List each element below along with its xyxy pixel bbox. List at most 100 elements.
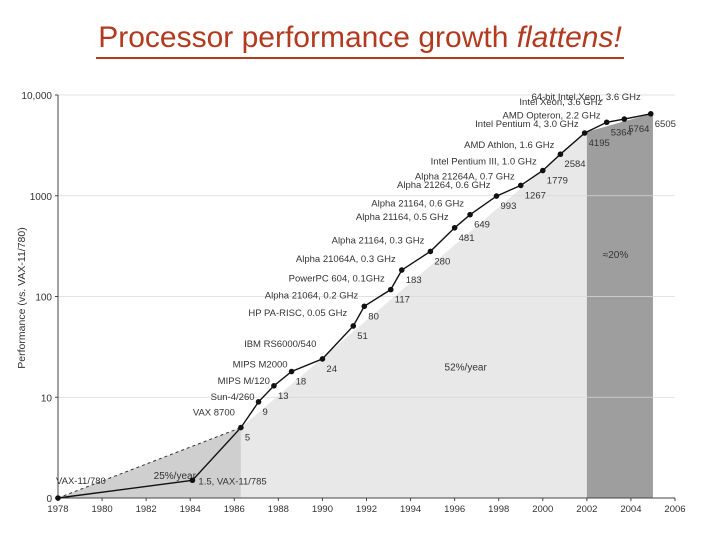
data-point-7 xyxy=(350,323,357,329)
point-value-17: 2584 xyxy=(564,159,585,170)
data-point-8 xyxy=(361,303,368,310)
growth-region-2 xyxy=(240,131,587,499)
data-point-11 xyxy=(427,248,434,255)
point-value-11: 280 xyxy=(434,256,450,267)
point-value-9: 117 xyxy=(395,295,410,306)
point-name-5: MIPS M2000 xyxy=(233,360,288,371)
point-value-12: 481 xyxy=(459,233,475,244)
tick-labels: 0 10 100 1000 10,000 1978 1980 1982 1984 1986 1988… xyxy=(21,91,685,515)
x-tick-label-10: 1998 xyxy=(488,504,509,515)
point-name-11: Alpha 21164, 0.3 GHz xyxy=(332,235,425,246)
data-point-12 xyxy=(451,224,458,231)
series-line xyxy=(57,113,651,499)
point-labels: VAX-11/780 1.5, VAX-11/785 VAX 8700 5 Sun-4/… xyxy=(56,92,676,487)
data-point-19 xyxy=(603,119,610,126)
data-point-15 xyxy=(517,182,524,189)
point-value-8: 80 xyxy=(368,311,379,322)
point-name-18: Intel Pentium 4, 3.0 GHz xyxy=(475,119,579,130)
region-label-1: 25%/year xyxy=(154,471,197,482)
point-value-20: 5764 xyxy=(628,124,649,135)
data-point-13 xyxy=(467,211,473,218)
region-label-3: ≈20% xyxy=(603,250,629,261)
data-point-10 xyxy=(398,267,405,273)
point-value-7: 51 xyxy=(357,331,368,342)
x-tick-label-9: 1996 xyxy=(444,504,465,515)
y-axis-label: Performance (vs. VAX-11/780) xyxy=(16,227,28,368)
y-tick-label-3: 1000 xyxy=(30,192,53,203)
point-name-12: Alpha 21164, 0.5 GHz xyxy=(356,212,449,223)
data-point-14 xyxy=(493,193,500,199)
data-point-2 xyxy=(238,424,244,431)
point-value-2: 5 xyxy=(245,433,250,444)
point-value-6: 24 xyxy=(326,364,337,375)
growth-region-3 xyxy=(586,113,653,499)
x-tick-label-6: 1990 xyxy=(312,504,333,515)
point-name-17: AMD Athlon, 1.6 GHz xyxy=(464,140,555,151)
point-value-14: 993 xyxy=(501,201,517,212)
data-point-6 xyxy=(319,356,326,362)
point-name-0: VAX-11/780 xyxy=(56,476,106,487)
point-name-6: IBM RS6000/540 xyxy=(244,339,316,350)
trend-line-25 xyxy=(57,427,242,499)
data-point-18 xyxy=(581,130,588,136)
data-point-9 xyxy=(387,286,394,293)
data-point-17 xyxy=(557,151,564,158)
slide-title-main: Processor performance growth xyxy=(98,21,517,54)
point-name-19: AMD Opteron, 2.2 GHz xyxy=(502,110,600,121)
data-point-16 xyxy=(539,167,546,174)
data-point-0 xyxy=(55,495,61,501)
data-point-5 xyxy=(288,368,295,375)
data-point-21 xyxy=(647,111,654,117)
point-name-8: Alpha 21064, 0.2 GHz xyxy=(265,290,359,301)
x-tick-label-2: 1982 xyxy=(136,504,157,515)
point-name-21: 64-bit Intel Xeon, 3.6 GHz xyxy=(531,92,641,103)
x-tick-label-1: 1980 xyxy=(92,504,113,515)
point-value-13: 649 xyxy=(474,220,490,231)
region-label-2: 52%/year xyxy=(445,362,488,373)
x-tick-label-13: 2004 xyxy=(620,504,641,515)
slide-title-emphasis: flattens! xyxy=(516,21,622,54)
data-point-20 xyxy=(621,116,628,122)
point-name-14: Alpha 21264, 0.6 GHz xyxy=(397,180,491,191)
series xyxy=(55,111,654,501)
point-name-1: 1.5, VAX-11/785 xyxy=(198,476,266,487)
point-value-15: 1267 xyxy=(525,190,546,201)
x-tick-label-14: 2006 xyxy=(664,504,685,515)
point-value-19: 5364 xyxy=(611,127,632,138)
data-point-3 xyxy=(255,399,262,405)
point-value-16: 1779 xyxy=(547,176,568,187)
point-name-3: Sun-4/260 xyxy=(211,392,255,403)
point-value-10: 183 xyxy=(406,275,422,286)
point-name-16: Intel Pentium III, 1.0 GHz xyxy=(431,157,537,168)
x-tick-label-3: 1984 xyxy=(180,504,201,515)
y-tick-label-1: 10 xyxy=(41,393,53,404)
point-name-13: Alpha 21164, 0.6 GHz xyxy=(371,199,464,210)
point-name-2: VAX 8700 xyxy=(193,408,235,419)
point-value-3: 9 xyxy=(263,407,268,418)
data-point-4 xyxy=(271,382,277,389)
point-value-5: 18 xyxy=(296,377,307,388)
slide-title: Processor performance growth flattens! xyxy=(0,20,720,59)
point-value-4: 13 xyxy=(278,391,289,402)
x-tick-label-8: 1994 xyxy=(400,504,421,515)
x-tick-label-12: 2002 xyxy=(576,504,597,515)
point-name-10: Alpha 21064A, 0.3 GHz xyxy=(296,254,396,265)
y-tick-label-0: 0 xyxy=(46,494,52,505)
point-value-18: 4195 xyxy=(589,138,610,149)
y-tick-label-4: 10,000 xyxy=(21,91,52,102)
point-name-4: MIPS M/120 xyxy=(218,376,270,387)
region-labels: 25%/year 52%/year ≈20% xyxy=(154,250,629,482)
data-point-1 xyxy=(189,477,196,484)
point-name-15: Alpha 21264A, 0.7 GHz xyxy=(415,171,515,182)
x-tick-label-7: 1992 xyxy=(356,504,377,515)
point-name-7: HP PA-RISC, 0.05 GHz xyxy=(248,308,347,319)
growth-regions xyxy=(57,113,653,499)
slide-title-underline: Processor performance growth flattens! xyxy=(96,20,624,59)
y-tick-label-2: 100 xyxy=(35,293,52,304)
x-tick-label-5: 1988 xyxy=(268,504,289,515)
x-tick-label-11: 2000 xyxy=(532,504,553,515)
point-name-9: PowerPC 604, 0.1GHz xyxy=(289,274,385,285)
x-tick-label-4: 1986 xyxy=(224,504,245,515)
point-name-20: Intel Xeon, 3.6 GHz xyxy=(519,97,602,108)
